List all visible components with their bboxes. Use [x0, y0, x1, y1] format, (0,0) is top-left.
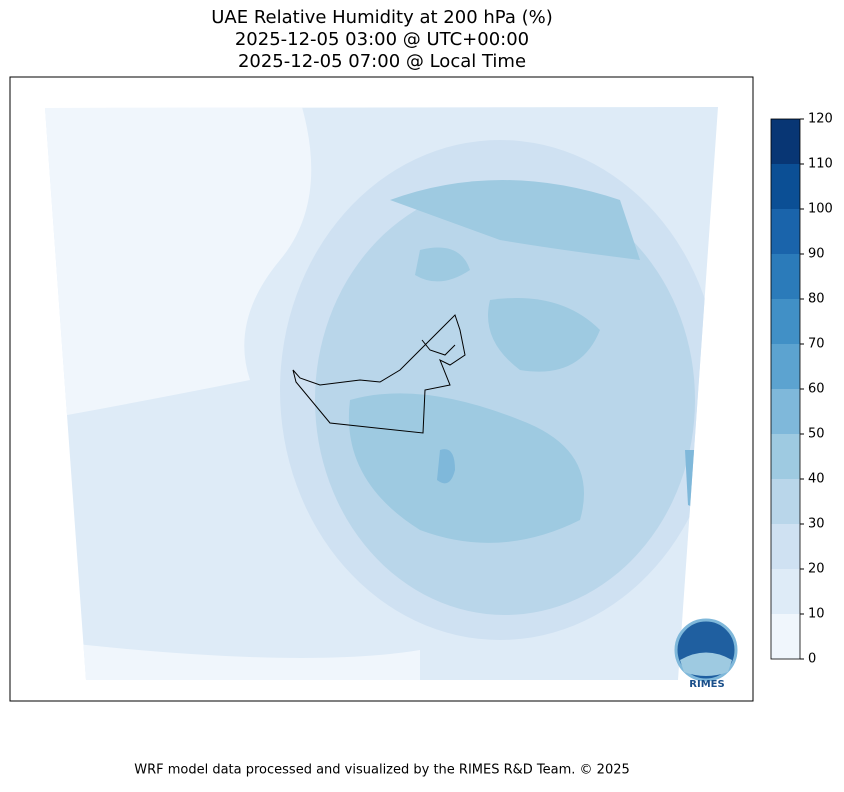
emirate-border	[421, 339, 456, 356]
country-border	[292, 314, 466, 434]
colorbar-tick-label: 70	[808, 337, 825, 352]
humidity-field	[45, 107, 718, 680]
colorbar-tick-label: 90	[808, 247, 825, 262]
colorbar-bin	[771, 299, 800, 344]
colorbar-tick-label: 120	[808, 112, 833, 127]
title-line: UAE Relative Humidity at 200 hPa (%)	[211, 7, 552, 28]
title-line: 2025-12-05 03:00 @ UTC+00:00	[235, 29, 529, 50]
colorbar-tick-label: 60	[808, 382, 825, 397]
colorbar-tick-label: 40	[808, 472, 825, 487]
colorbar-tick-label: 110	[808, 157, 833, 172]
colorbar: 0 10 20 30 40 50 60 70 80 90 100 110 120	[770, 112, 833, 667]
colorbar-tick-label: 0	[808, 652, 816, 667]
colorbar-tick-label: 50	[808, 427, 825, 442]
logo: RIMES	[674, 618, 738, 690]
colorbar-bin	[771, 389, 800, 434]
colorbar-bin	[771, 614, 800, 659]
title-line: 2025-12-05 07:00 @ Local Time	[238, 51, 526, 72]
colorbar-bin	[771, 209, 800, 254]
colorbar-bin	[771, 344, 800, 389]
colorbar-bin	[771, 254, 800, 299]
colorbar-bin	[771, 434, 800, 479]
colorbar-bin	[771, 524, 800, 569]
colorbar-bin	[771, 479, 800, 524]
colorbar-tick-label: 100	[808, 202, 833, 217]
colorbar-bin	[771, 119, 800, 164]
colorbar-tick-label: 20	[808, 562, 825, 577]
footer: WRF model data processed and visualized …	[134, 763, 630, 778]
colorbar-bin	[771, 569, 800, 614]
colorbar-tick-label: 80	[808, 292, 825, 307]
logo-text: RIMES	[689, 679, 724, 690]
colorbar-tick-label: 30	[808, 517, 825, 532]
colorbar-tick-label: 10	[808, 607, 825, 622]
colorbar-bin	[771, 164, 800, 209]
